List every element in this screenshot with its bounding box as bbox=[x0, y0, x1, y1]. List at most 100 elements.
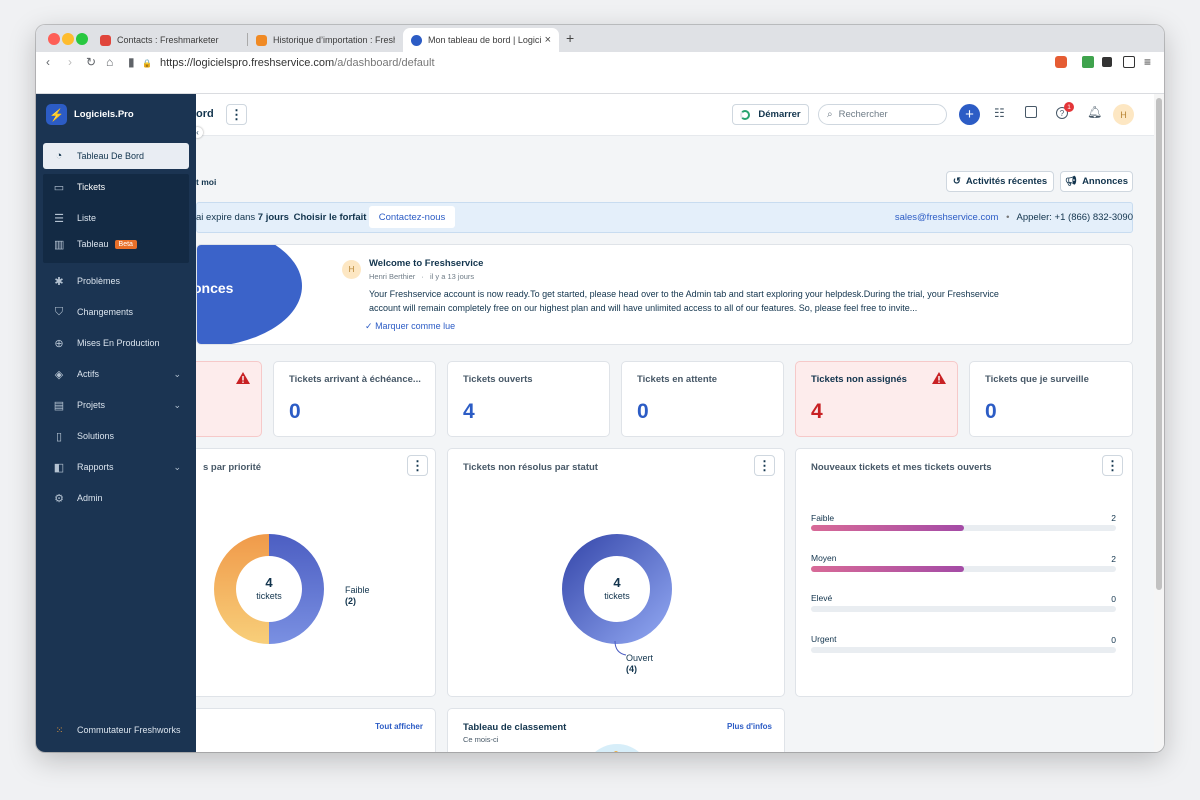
chevron-down-icon: ⌄ bbox=[173, 368, 181, 379]
start-button[interactable]: Démarrer bbox=[732, 104, 809, 125]
trial-contact-info: sales@freshservice.com • Appeler: +1 (86… bbox=[894, 212, 1133, 223]
brave-shield-icon[interactable] bbox=[1055, 56, 1067, 68]
donut-slice-other bbox=[214, 534, 269, 644]
search-input[interactable]: ⌕ Rechercher bbox=[818, 104, 947, 125]
notification-bell-icon[interactable]: 🔔︎ bbox=[1087, 105, 1103, 119]
maximize-window-button[interactable] bbox=[76, 33, 88, 45]
progress-ring-icon bbox=[740, 109, 751, 120]
bar-fill-moyen bbox=[811, 566, 964, 572]
browser-tab[interactable]: Historique d’importation : Freshsales bbox=[248, 28, 403, 52]
help-icon[interactable]: ? bbox=[1056, 107, 1068, 119]
minimize-window-button[interactable] bbox=[62, 33, 74, 45]
sidebar-item-reports[interactable]: ◧ Rapports ⌄ bbox=[53, 461, 181, 474]
address-bar[interactable]: 🔒 https://logicielspro.freshservice.com /… bbox=[142, 57, 435, 69]
assets-icon: ◈ bbox=[54, 368, 64, 381]
main-content: ord ‹ ⋮ Démarrer ⌕ Rechercher + ☷ ? 1 🔔︎… bbox=[196, 94, 1164, 752]
bar-fill-faible bbox=[811, 525, 964, 531]
sidebar-item-list[interactable]: ☰ Liste bbox=[54, 212, 97, 225]
close-tab-icon[interactable]: × bbox=[544, 34, 551, 46]
tasks-icon[interactable]: ☷ bbox=[994, 106, 1005, 120]
sidebar-item-releases[interactable]: ⊕ Mises En Production bbox=[43, 330, 189, 356]
close-window-button[interactable] bbox=[48, 33, 60, 45]
donut-slice-ouvert bbox=[562, 534, 672, 644]
dashboard-selector[interactable]: t moi bbox=[196, 177, 217, 187]
view-all-link[interactable]: Tout afficher bbox=[375, 722, 423, 731]
browser-tab[interactable]: Contacts : Freshmarketer bbox=[92, 28, 247, 52]
extension-icon[interactable] bbox=[1082, 56, 1094, 68]
trophy-badge-icon bbox=[613, 751, 619, 752]
browser-toolbar: ‹ › ↻ ⌂ ▮ 🔒 https://logicielspro.freshse… bbox=[36, 52, 1164, 113]
forward-icon[interactable]: › bbox=[68, 55, 72, 69]
sidebar-item-projects[interactable]: ▤ Projets ⌄ bbox=[53, 399, 181, 412]
sales-email-link[interactable]: sales@freshservice.com bbox=[894, 212, 999, 223]
bookmark-icon[interactable]: ▮ bbox=[128, 55, 135, 69]
widget-menu-button[interactable]: ⋮ bbox=[754, 455, 775, 476]
bar-track bbox=[811, 647, 1116, 653]
sidebar-item-problems[interactable]: ✱ Problèmes bbox=[43, 268, 189, 294]
sidebar-item-changes[interactable]: ⛉ Changements bbox=[43, 299, 189, 325]
more-info-link[interactable]: Plus d'infos bbox=[726, 722, 772, 731]
new-item-button[interactable]: + bbox=[959, 104, 980, 125]
menu-icon[interactable]: ≡ bbox=[1144, 55, 1152, 69]
help-badge: 1 bbox=[1064, 102, 1074, 112]
tab-bar: Contacts : Freshmarketer Historique d’im… bbox=[36, 25, 1164, 52]
status-donut-chart bbox=[562, 534, 672, 644]
trial-banner bbox=[196, 202, 1133, 233]
freshworks-switcher[interactable]: ⁙ Commutateur Freshworks bbox=[43, 717, 189, 743]
reload-icon[interactable]: ↻ bbox=[86, 55, 97, 69]
legend-label: Ouvert bbox=[626, 653, 654, 663]
recent-activity-button[interactable]: ↺ Activités récentes bbox=[946, 171, 1054, 192]
announcement-card: onces H Welcome to Freshservice Henri Be… bbox=[196, 244, 1133, 345]
announcements-button[interactable]: 📢︎ Annonces bbox=[1060, 171, 1133, 192]
user-avatar[interactable]: H bbox=[1113, 104, 1134, 125]
stat-card-unassigned[interactable]: Tickets non assignés 4 bbox=[795, 361, 958, 437]
release-icon: ⊕ bbox=[54, 337, 64, 350]
announcement-title[interactable]: Welcome to Freshservice bbox=[369, 258, 484, 269]
mark-read-link[interactable]: ✓ Marquer comme lue bbox=[365, 321, 456, 331]
sidebar-item-solutions[interactable]: ▯ Solutions bbox=[43, 423, 189, 449]
announcement-meta: Henri Berthier · il y a 13 jours bbox=[369, 272, 475, 281]
stat-card-due[interactable]: Tickets arrivant à échéance... 0 bbox=[273, 361, 436, 437]
calendar-icon[interactable] bbox=[1025, 106, 1037, 118]
choose-plan-link[interactable]: Choisir le forfait bbox=[293, 212, 367, 223]
scrollbar-thumb[interactable] bbox=[1156, 98, 1162, 590]
author-avatar: H bbox=[342, 260, 361, 279]
widget-by-priority: s par priorité 4 tickets Faible (2) ⋮ bbox=[196, 448, 436, 697]
change-icon: ⛉ bbox=[54, 305, 64, 318]
dashboard-menu-button[interactable]: ⋮ bbox=[226, 104, 247, 125]
warning-icon bbox=[932, 372, 946, 384]
widget-menu-button[interactable]: ⋮ bbox=[407, 455, 428, 476]
legend-label: Faible bbox=[345, 585, 370, 595]
lock-icon: 🔒 bbox=[142, 58, 152, 68]
widget-menu-button[interactable]: ⋮ bbox=[1102, 455, 1123, 476]
page-title: ord bbox=[196, 108, 214, 120]
stat-card-alert[interactable] bbox=[196, 361, 262, 437]
contact-us-button[interactable]: Contactez-nous bbox=[369, 206, 455, 228]
sidebar-item-tickets[interactable]: ▭ Tickets bbox=[53, 181, 106, 194]
widget-bottom-left: Tout afficher bbox=[196, 708, 436, 752]
browser-window: Contacts : Freshmarketer Historique d’im… bbox=[36, 25, 1164, 752]
dashboard-icon: ◔ bbox=[55, 150, 63, 162]
warning-icon bbox=[236, 372, 250, 384]
widget-by-status: Tickets non résolus par statut ⋮ 4 ticke… bbox=[447, 448, 785, 697]
checkmark-icon: ✓ bbox=[365, 321, 373, 331]
puzzle-icon[interactable] bbox=[1102, 57, 1112, 67]
sidebar-item-board[interactable]: ▥ Tableau Beta bbox=[43, 231, 189, 257]
sidebar-toggle-icon[interactable] bbox=[1123, 56, 1135, 68]
projects-icon: ▤ bbox=[53, 399, 65, 412]
sidebar-item-admin[interactable]: ⚙ Admin bbox=[43, 485, 189, 511]
back-icon[interactable]: ‹ bbox=[46, 55, 50, 69]
donut-center-unit: tickets bbox=[256, 591, 282, 601]
new-tab-button[interactable]: + bbox=[566, 30, 575, 46]
home-icon[interactable]: ⌂ bbox=[106, 55, 114, 69]
donut-slice-faible bbox=[269, 534, 324, 644]
widget-new-tickets: Nouveaux tickets et mes tickets ouverts … bbox=[795, 448, 1133, 697]
stat-card-watching[interactable]: Tickets que je surveille 0 bbox=[969, 361, 1133, 437]
sidebar-item-assets[interactable]: ◈ Actifs ⌄ bbox=[43, 361, 189, 387]
stat-card-open[interactable]: Tickets ouverts 4 bbox=[447, 361, 610, 437]
browser-tab-active[interactable]: Mon tableau de bord | Logiciels. × bbox=[403, 28, 559, 52]
sidebar-item-dashboard[interactable]: ◔ Tableau De Bord bbox=[43, 143, 189, 169]
bar-label: Urgent bbox=[811, 634, 837, 644]
stat-card-pending[interactable]: Tickets en attente 0 bbox=[621, 361, 784, 437]
collapse-sidebar-icon[interactable]: ‹ bbox=[196, 127, 203, 138]
